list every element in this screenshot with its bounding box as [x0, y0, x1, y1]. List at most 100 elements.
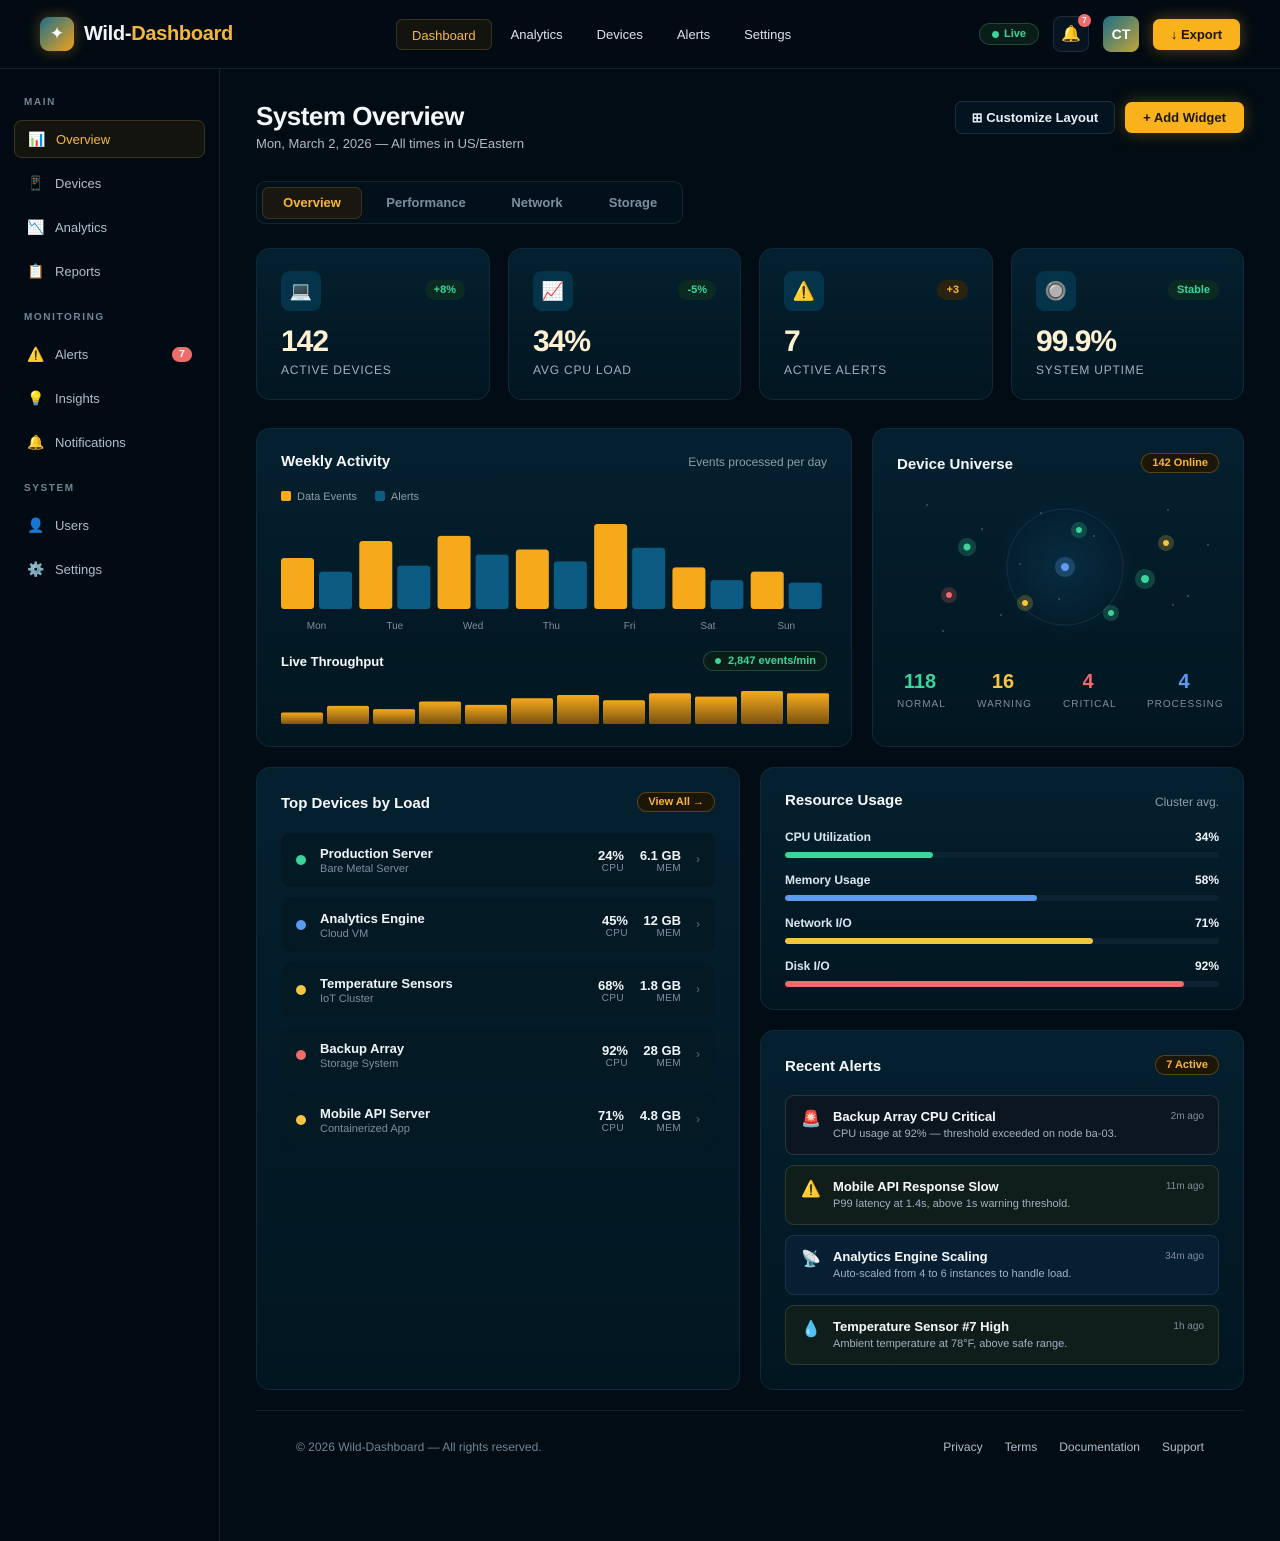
- alert-item-warning[interactable]: 💧 Temperature Sensor #7 High Ambient tempe…: [785, 1305, 1219, 1365]
- node-processing-center[interactable]: [1055, 557, 1075, 577]
- nav-devices[interactable]: Devices: [596, 27, 643, 42]
- node-warning[interactable]: [1017, 595, 1033, 611]
- chart-up-icon: 📈: [533, 271, 573, 311]
- device-row[interactable]: Production Server Bare Metal Server 24% C…: [281, 833, 715, 887]
- device-universe-map[interactable]: [897, 491, 1221, 641]
- bar-alerts-wed[interactable]: [475, 554, 509, 609]
- alert-item-critical[interactable]: 🚨 Backup Array CPU Critical CPU usage at 9…: [785, 1095, 1219, 1155]
- view-all-button[interactable]: View All →: [637, 792, 715, 812]
- device-type: Containerized App: [320, 1123, 410, 1135]
- bar-data-events-tue[interactable]: [359, 541, 393, 609]
- footer-link-support[interactable]: Support: [1161, 1440, 1204, 1454]
- bar-data-events-thu[interactable]: [515, 549, 549, 610]
- tab-performance[interactable]: Performance: [386, 195, 466, 210]
- sidebar-item-reports[interactable]: 📋 Reports: [14, 252, 205, 290]
- device-row[interactable]: Mobile API Server Containerized App 71% C…: [281, 1093, 715, 1147]
- stat-card-avg-cpu[interactable]: 📈 -5% 34% AVG CPU LOAD: [508, 248, 741, 400]
- cpu-label: CPU: [601, 993, 624, 1004]
- bar-data-events-sun[interactable]: [750, 571, 784, 609]
- stat-card-active-devices[interactable]: 💻 +8% 142 ACTIVE DEVICES: [256, 248, 490, 400]
- footer: © 2026 Wild-Dashboard — All rights reser…: [256, 1410, 1244, 1490]
- sidebar-item-analytics[interactable]: 📉 Analytics: [14, 208, 205, 246]
- sidebar-item-insights[interactable]: 💡 Insights: [14, 379, 205, 417]
- tab-storage[interactable]: Storage: [608, 195, 658, 210]
- footer-link-documentation[interactable]: Documentation: [1059, 1440, 1140, 1454]
- brand-name[interactable]: Wild-Dashboard: [84, 23, 233, 46]
- footer-link-terms[interactable]: Terms: [1004, 1440, 1038, 1454]
- weekly-activity-title: Weekly Activity: [281, 453, 391, 470]
- sidebar-item-settings[interactable]: ⚙️ Settings: [14, 550, 205, 588]
- avatar[interactable]: CT: [1103, 16, 1139, 52]
- throughput-bar: [373, 709, 415, 724]
- sidebar-item-alerts[interactable]: ⚠️ Alerts 7: [14, 335, 205, 373]
- node-critical[interactable]: [941, 587, 957, 603]
- export-button[interactable]: ↓ Export: [1153, 19, 1240, 50]
- alert-item-info[interactable]: 📡 Analytics Engine Scaling Auto-scaled fro…: [785, 1235, 1219, 1295]
- tab-overview[interactable]: Overview: [262, 187, 362, 219]
- progress-track: [785, 895, 1219, 901]
- bar-data-events-wed[interactable]: [437, 535, 471, 609]
- bar-alerts-sat[interactable]: [710, 580, 744, 609]
- sparkle-icon[interactable]: ✦: [40, 17, 74, 51]
- node-normal[interactable]: [1071, 522, 1087, 538]
- sidebar-item-devices[interactable]: 📱 Devices: [14, 164, 205, 202]
- bar-alerts-sun[interactable]: [788, 582, 822, 609]
- tab-network[interactable]: Network: [511, 195, 563, 210]
- footer-link-privacy[interactable]: Privacy: [943, 1440, 983, 1454]
- bar-alerts-tue[interactable]: [397, 565, 431, 609]
- stat-label: ACTIVE DEVICES: [281, 363, 392, 377]
- universe-stat-label: NORMAL: [897, 699, 946, 710]
- legend-swatch: [374, 491, 385, 501]
- universe-stat-label: CRITICAL: [1063, 699, 1117, 710]
- view-tabs: Overview Performance Network Storage: [256, 181, 683, 224]
- sidebar-item-notifications[interactable]: 🔔 Notifications: [14, 423, 205, 461]
- nav-alerts[interactable]: Alerts: [676, 27, 711, 42]
- legend-label: Data Events: [297, 491, 357, 503]
- resource-name: Network I/O: [785, 916, 852, 930]
- stat-label: ACTIVE ALERTS: [784, 363, 887, 377]
- stat-card-active-alerts[interactable]: ⚠️ +3 7 ACTIVE ALERTS: [759, 248, 993, 400]
- sidebar-item-label: Devices: [55, 175, 102, 191]
- node-normal[interactable]: [958, 538, 976, 556]
- alert-description: Auto-scaled from 4 to 6 instances to han…: [833, 1268, 1072, 1280]
- alert-time: 34m ago: [1165, 1251, 1204, 1262]
- user-icon: 👤: [27, 516, 45, 533]
- add-widget-button[interactable]: + Add Widget: [1125, 102, 1244, 133]
- nav-analytics[interactable]: Analytics: [510, 27, 563, 42]
- nav-dashboard[interactable]: Dashboard: [396, 19, 492, 50]
- universe-stat-label: WARNING: [977, 699, 1032, 710]
- node-warning[interactable]: [1158, 535, 1174, 551]
- device-row[interactable]: Temperature Sensors IoT Cluster 68% CPU 1…: [281, 963, 715, 1017]
- bar-alerts-fri[interactable]: [632, 547, 666, 609]
- resource-name: Memory Usage: [785, 873, 871, 887]
- sidebar-item-overview[interactable]: 📊 Overview: [14, 120, 205, 158]
- device-mem: 28 GB MEM: [643, 1043, 681, 1069]
- progress-track: [785, 938, 1219, 944]
- warning-icon: ⚠️: [27, 345, 45, 362]
- bar-data-events-sat[interactable]: [672, 567, 706, 609]
- customize-layout-button[interactable]: ⊞ Customize Layout: [955, 101, 1115, 134]
- bell-icon: 🔔: [1061, 26, 1081, 43]
- bar-alerts-mon[interactable]: [319, 571, 352, 609]
- node-normal[interactable]: [1103, 605, 1119, 621]
- throughput-pill: 2,847 events/min: [702, 651, 827, 671]
- stat-card-system-uptime[interactable]: 🔘 Stable 99.9% SYSTEM UPTIME: [1011, 248, 1244, 400]
- resource-row-memory: Memory Usage 58%: [785, 873, 1219, 901]
- bar-data-events-fri[interactable]: [594, 524, 628, 609]
- stat-label: SYSTEM UPTIME: [1036, 363, 1145, 377]
- cpu-label: CPU: [601, 1123, 624, 1134]
- node-normal[interactable]: [1135, 569, 1155, 589]
- x-tick-label: Wed: [463, 621, 483, 632]
- alert-item-warning[interactable]: ⚠️ Mobile API Response Slow P99 latency at…: [785, 1165, 1219, 1225]
- device-row[interactable]: Analytics Engine Cloud VM 45% CPU 12 GB ME…: [281, 898, 715, 952]
- droplet-icon: 💧: [801, 1321, 821, 1338]
- bar-alerts-thu[interactable]: [553, 561, 587, 609]
- nav-settings[interactable]: Settings: [744, 27, 792, 42]
- device-row[interactable]: Backup Array Storage System 92% CPU 28 GB…: [281, 1028, 715, 1082]
- cpu-value: 45%: [601, 913, 628, 928]
- bar-data-events-mon[interactable]: [281, 558, 314, 609]
- weekly-activity-card: Weekly Activity Events processed per day…: [256, 428, 852, 747]
- universe-stat-critical: 4 CRITICAL: [1063, 671, 1117, 710]
- sidebar-item-users[interactable]: 👤 Users: [14, 506, 205, 544]
- resource-value: 34%: [1194, 830, 1219, 844]
